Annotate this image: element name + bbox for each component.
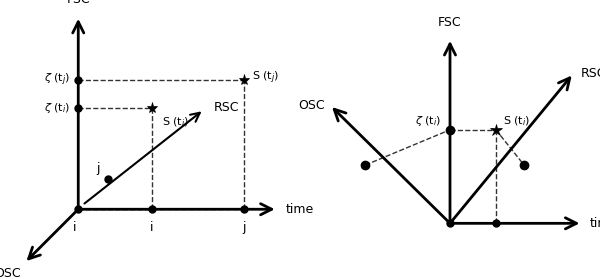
Text: $\zeta$ (t$_i$): $\zeta$ (t$_i$) xyxy=(44,101,70,115)
Text: FSC: FSC xyxy=(67,0,90,6)
Text: i: i xyxy=(73,221,76,234)
Text: S (t$_i$): S (t$_i$) xyxy=(162,116,189,129)
Text: S (t$_i$): S (t$_i$) xyxy=(503,114,530,128)
Text: j: j xyxy=(97,162,100,175)
Text: OSC: OSC xyxy=(0,267,20,279)
Text: RSC: RSC xyxy=(581,67,600,80)
Text: S (t$_j$): S (t$_j$) xyxy=(251,69,279,86)
Text: RSC: RSC xyxy=(214,101,239,114)
Text: time: time xyxy=(286,203,314,216)
Text: j: j xyxy=(242,221,245,234)
Text: time: time xyxy=(589,217,600,230)
Text: $\zeta$ (t$_i$): $\zeta$ (t$_i$) xyxy=(415,114,441,128)
Text: OSC: OSC xyxy=(298,98,325,112)
Text: FSC: FSC xyxy=(438,16,462,29)
Text: i: i xyxy=(150,221,154,234)
Text: $\zeta$ (t$_j$): $\zeta$ (t$_j$) xyxy=(44,71,70,88)
